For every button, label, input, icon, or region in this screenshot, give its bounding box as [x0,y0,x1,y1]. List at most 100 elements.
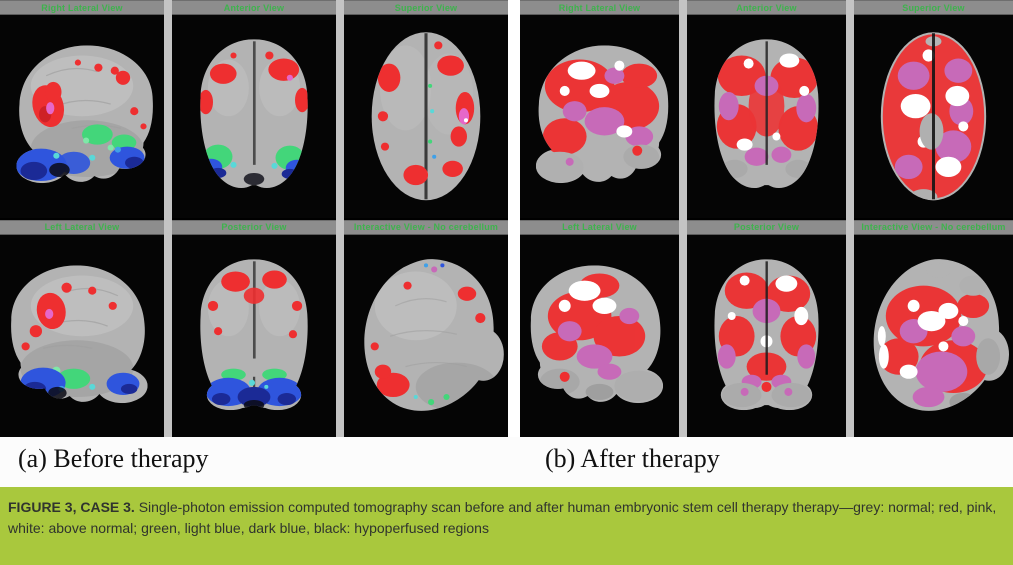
panel-anterior-after: Anterior View [687,0,846,218]
hyperperfusion-white-patches [900,49,970,177]
after-col-1: Right Lateral View [520,0,679,437]
before-col-1: Right Lateral View [0,0,164,437]
brain-surface [880,32,987,201]
hyperperfusion-red-patches [200,51,308,115]
panel-title-bar: Left Lateral View [520,219,679,235]
panel-title-bar: Right Lateral View [0,0,164,15]
panel-title-bar: Interactive View - No cerebellum [854,219,1013,235]
before-col-2: Anterior View [172,0,336,437]
hyperperfusion-red-patches [377,41,475,186]
panel-title: Left Lateral View [44,222,120,232]
after-col-2: Anterior View [687,0,846,437]
panel-left-lateral-after: Left Lateral View [520,219,679,437]
panel-title-bar: Left Lateral View [0,219,164,235]
figure-caption-bar: FIGURE 3, CASE 3. Single-photon emission… [0,487,1013,565]
panel-title: Posterior View [221,222,287,232]
panel-title: Posterior View [733,222,800,232]
brain-surface [714,39,819,189]
spect-panels: Right Lateral View [0,0,1013,437]
hyperperfusion-white-patches [877,299,969,379]
hyperperfusion-pink-patches [718,75,817,166]
panel-anterior-before: Anterior View [172,0,336,218]
brain-render-right-lateral-before [16,45,153,184]
hyperperfusion-white-patches [736,53,810,151]
figure-caption-text: Single-photon emission computed tomograp… [8,499,997,536]
hyperperfusion-white-patches [558,280,617,314]
panel-title-bar: Superior View [344,0,508,15]
hypoperfusion-green-patches [82,124,137,151]
hyperperfusion-pink-patches [894,58,974,180]
before-therapy-label: (a) Before therapy [18,444,209,473]
panel-title: Anterior View [223,2,285,13]
panel-title: Superior View [902,2,965,13]
panel-title-bar: Interactive View - No cerebellum [344,219,508,235]
brain-surface [873,258,1010,411]
panel-title: Superior View [394,2,458,13]
panel-title: Left Lateral View [562,222,637,232]
panel-right-lateral-before: Right Lateral View [0,0,164,218]
panel-left-lateral-before: Left Lateral View [0,219,164,437]
brain-surface [535,45,669,184]
panel-title-bar: Anterior View [172,0,336,15]
brain-render-right-lateral-after [535,45,669,184]
panel-right-lateral-after: Right Lateral View [520,0,679,218]
panel-interactive-before: Interactive View - No cerebellum [344,219,508,437]
panel-title-bar: Right Lateral View [520,0,679,15]
hyperperfusion-pink-patches [557,307,640,380]
brain-render-interactive-after [873,258,1010,411]
panel-superior-after: Superior View [854,0,1013,218]
brain-surface [16,45,153,184]
hyperperfusion-red-patches [21,282,117,350]
hyperperfusion-white-patches [559,60,633,138]
group-divider [508,0,520,437]
hyperperfusion-pink-patches [562,67,654,147]
panel-posterior-after: Posterior View [687,219,846,437]
panel-title: Interactive View - No cerebellum [353,222,499,232]
panel-title: Anterior View [736,2,797,13]
hyperperfusion-white-patches [727,275,809,347]
panel-title-bar: Posterior View [687,219,846,235]
brain-render-anterior-after [714,39,819,189]
normal-grey-regions [535,144,660,183]
sub-captions: (a) Before therapy (b) After therapy [0,437,1013,487]
after-therapy-group: Right Lateral View [520,0,1013,437]
before-col-3: Superior View [344,0,508,437]
brain-surface [200,39,308,189]
panel-title: Interactive View - No cerebellum [861,222,1006,232]
brain-surface [714,258,819,410]
brain-surface [11,264,148,403]
figure-caption-lead: FIGURE 3, CASE 3. [8,499,135,515]
brain-surface [371,32,481,201]
brain-render-posterior-before [200,258,308,410]
panel-title-bar: Superior View [854,0,1013,15]
brain-surface [530,264,664,403]
before-therapy-group: Right Lateral View [0,0,508,437]
after-therapy-label: (b) After therapy [545,444,720,473]
brain-render-left-lateral-after [530,264,664,403]
panel-title-bar: Anterior View [687,0,846,15]
hypoperfusion-blue-patches [20,367,140,399]
brain-render-interactive-before [364,258,504,411]
panel-title: Right Lateral View [41,2,123,13]
brain-render-left-lateral-before [11,264,148,403]
brain-render-superior-after [880,32,987,201]
panel-interactive-after: Interactive View - No cerebellum [854,219,1013,437]
brain-render-superior-before [371,32,481,201]
hypoperfusion-flecks [428,83,437,159]
panel-posterior-before: Posterior View [172,219,336,437]
panel-title: Right Lateral View [558,2,641,13]
brain-render-posterior-after [714,258,819,410]
hyperperfusion-red-patches [370,281,486,397]
brain-render-anterior-before [200,39,308,189]
hyperperfusion-red-patches [32,59,147,130]
after-col-3: Superior View [854,0,1013,437]
panel-title-bar: Posterior View [172,219,336,235]
panel-superior-before: Superior View [344,0,508,218]
figure-caption: FIGURE 3, CASE 3. Single-photon emission… [8,497,1003,539]
hypoperfusion-patches [205,368,303,410]
brain-surface [364,258,504,411]
normal-grey-regions [721,381,812,407]
brain-surface [200,258,308,410]
hypoperfusion-flecks [413,262,450,405]
